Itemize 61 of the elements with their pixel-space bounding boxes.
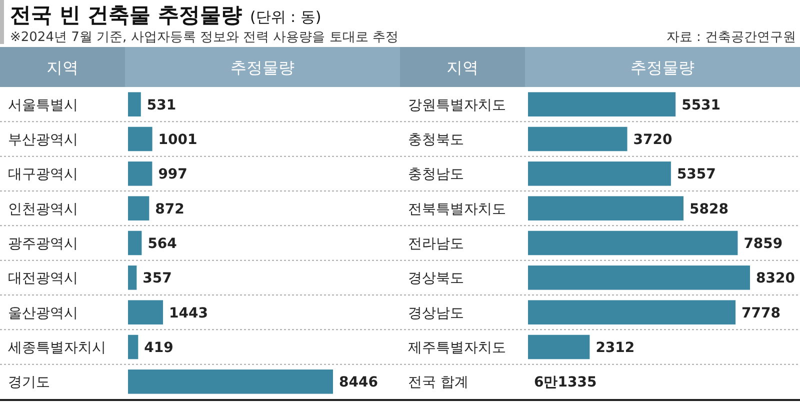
y-tick-label: 인천광역시 [8, 201, 78, 218]
bar [528, 300, 736, 324]
y-tick-label: 대전광역시 [8, 270, 78, 287]
y-tick-label: 전라남도 [408, 236, 464, 252]
text: 자료 : 건축공간연구원 [666, 30, 796, 45]
data-label: 5828 [690, 201, 728, 218]
data-label: 8446 [339, 374, 378, 391]
data-label: 419 [144, 340, 174, 356]
bar [128, 266, 137, 290]
data-label: 1443 [169, 305, 208, 322]
bar [128, 370, 333, 394]
bar [528, 196, 684, 220]
data-label: 997 [158, 166, 188, 183]
y-tick-label: 경상남도 [408, 305, 464, 322]
y-tick-label: 충청북도 [408, 132, 464, 148]
data-label: 872 [155, 201, 184, 218]
data-label: 7859 [744, 236, 783, 252]
y-tick-label: 광주광역시 [8, 236, 78, 252]
text: 6만1335 [534, 374, 597, 391]
data-label: 1001 [158, 132, 198, 148]
y-axis-title: 지역 [46, 58, 78, 77]
chart-title: 전국 빈 건축물 추정물량 [10, 3, 242, 27]
data-label: 7778 [742, 305, 781, 322]
bar [128, 334, 138, 360]
data-label: 2312 [596, 340, 635, 356]
bar [128, 162, 152, 186]
y-tick-label: 경기도 [8, 374, 50, 391]
bar [528, 334, 590, 360]
y-tick-label: 세종특별자치시 [8, 340, 106, 356]
y-tick-label: 울산광역시 [8, 305, 78, 322]
y-tick-label: 전국 합계 [408, 374, 468, 391]
y-tick-label: 경상북도 [408, 270, 464, 287]
x-axis-title: 추정물량 [630, 58, 694, 77]
bar [528, 266, 750, 290]
data-label: 8320 [756, 270, 796, 287]
bar [128, 126, 152, 152]
y-tick-label: 충청남도 [408, 166, 464, 183]
data-label: 3720 [633, 132, 672, 148]
y-tick-label: 대구광역시 [8, 166, 78, 183]
bar [528, 230, 738, 256]
y-axis-title: 지역 [446, 58, 478, 77]
data-label: 564 [148, 236, 178, 252]
bar [128, 230, 142, 256]
data-label: 5531 [682, 97, 721, 114]
data-label: 531 [146, 97, 176, 114]
x-axis-title: 추정물량 [230, 58, 294, 77]
y-tick-label: 제주특별자치도 [408, 340, 506, 356]
data-label: 5357 [676, 166, 716, 183]
y-tick-label: 강원특별자치도 [408, 97, 506, 114]
y-tick-label: 전북특별자치도 [408, 201, 506, 218]
bar [128, 300, 164, 324]
text: ※2024년 7월 기준, 사업자등록 정보와 전력 사용량을 토대로 추정 [10, 30, 398, 45]
chart-subtitle: (단위 : 동) [250, 8, 322, 26]
y-tick-label: 서울특별시 [8, 97, 78, 114]
bar [128, 196, 150, 220]
bar [528, 162, 671, 186]
data-label: 357 [142, 270, 172, 287]
bar [528, 126, 628, 152]
bar [528, 92, 676, 116]
y-tick-label: 부산광역시 [8, 132, 78, 148]
bar [128, 92, 141, 116]
